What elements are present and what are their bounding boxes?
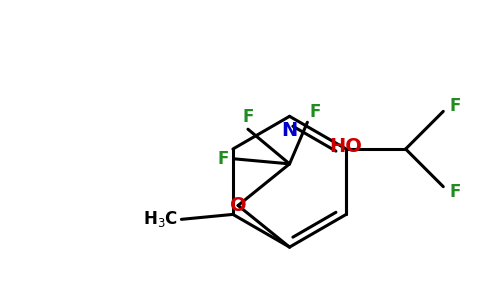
Text: F: F: [217, 150, 229, 168]
Text: HO: HO: [330, 136, 363, 155]
Text: F: F: [242, 108, 254, 126]
Text: H$_3$C: H$_3$C: [143, 209, 179, 230]
Text: F: F: [450, 183, 461, 201]
Text: F: F: [310, 103, 321, 122]
Text: F: F: [450, 98, 461, 116]
Text: O: O: [230, 196, 246, 215]
Text: N: N: [281, 121, 298, 140]
